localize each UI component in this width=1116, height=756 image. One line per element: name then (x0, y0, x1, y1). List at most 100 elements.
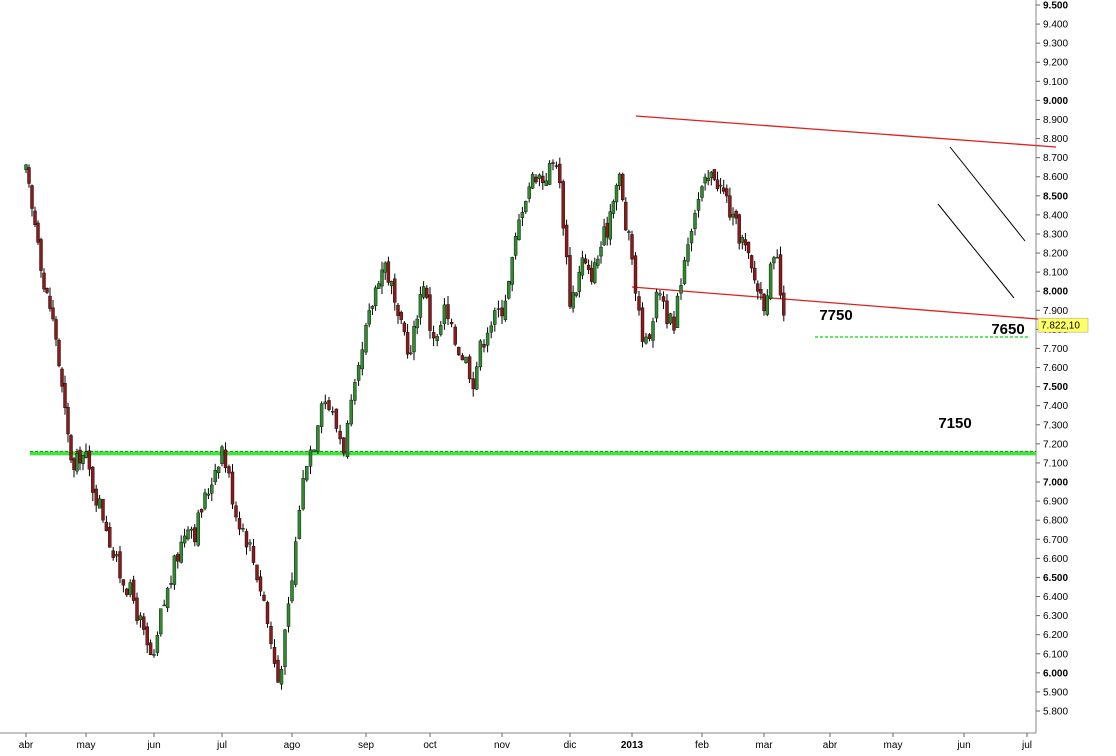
candle-body-down (121, 579, 126, 586)
candle-body-down (386, 261, 391, 283)
candle-body-down (251, 545, 256, 563)
candle-body-up (155, 635, 160, 653)
candle-body-up (169, 583, 173, 585)
candle (544, 172, 548, 187)
candle (131, 575, 136, 604)
candle-body-up (513, 235, 518, 256)
candle-body-down (91, 466, 95, 493)
candle (554, 161, 559, 169)
candle (409, 345, 413, 356)
candle (216, 466, 221, 479)
candle-body-up (213, 470, 217, 483)
candle-body-down (111, 550, 115, 558)
candle-body-up (331, 411, 335, 413)
candle-body-down (265, 602, 270, 624)
candle (78, 446, 82, 471)
candle-body-down (272, 647, 277, 664)
candle (142, 612, 146, 636)
candle (279, 665, 284, 690)
x-tick-label: mar (755, 740, 773, 751)
candle (602, 218, 606, 247)
candle (36, 220, 40, 245)
candle (725, 184, 729, 203)
candle-body-up (297, 509, 302, 539)
annotation-label-support-7750: 7750 (819, 307, 852, 324)
candle-body-down (176, 554, 180, 562)
candle-body-up (611, 201, 616, 214)
candle (435, 333, 439, 347)
candle-body-down (342, 437, 346, 454)
candle-body-down (541, 175, 545, 183)
candle (530, 172, 535, 190)
candle-body-down (87, 450, 92, 470)
candle (405, 323, 410, 359)
x-tick-label: sep (358, 740, 375, 751)
candle-body-up (308, 449, 313, 467)
candle-body-up (301, 478, 305, 510)
x-tick-label: feb (695, 740, 709, 751)
candle (356, 362, 361, 387)
candle (658, 290, 662, 301)
candle-body-down (621, 173, 625, 201)
candle-body-down (564, 224, 569, 258)
candle-body-down (647, 334, 652, 339)
candle (460, 352, 465, 361)
candle (237, 511, 242, 536)
candle (297, 505, 302, 540)
y-tick-label: 9.200 (1043, 58, 1068, 69)
candle (457, 346, 461, 356)
candle (534, 173, 538, 184)
candle-body-up (356, 365, 361, 381)
candle (367, 303, 371, 328)
annotations: 7150 7750 7650 (819, 307, 1024, 432)
y-tick-label: 6.000 (1043, 668, 1068, 679)
candle (148, 639, 153, 656)
candle (234, 501, 238, 522)
candle-body-up (679, 285, 683, 294)
candle-body-up (377, 283, 381, 289)
candle (672, 311, 676, 335)
candle (155, 631, 160, 657)
candle (558, 157, 562, 189)
candle-body-up (475, 366, 479, 390)
candle-body-down (63, 382, 67, 409)
candle (220, 444, 224, 467)
candle-body-down (54, 319, 58, 340)
candle (571, 285, 575, 313)
candle (33, 206, 37, 228)
candle (718, 177, 723, 194)
candle (186, 526, 190, 541)
candle-body-down (633, 255, 638, 294)
candle (312, 449, 316, 453)
candle (349, 394, 353, 427)
candle (500, 299, 504, 325)
candle (193, 524, 197, 547)
candle-body-down (405, 332, 410, 355)
candle (621, 172, 625, 202)
candle-body-up (530, 173, 535, 189)
candle-body-up (686, 244, 690, 262)
candle-body-down (223, 449, 228, 468)
y-tick-label: 8.700 (1043, 153, 1068, 164)
y-tick-label: 6.800 (1043, 516, 1068, 527)
candle (537, 173, 542, 187)
candle-body-down (399, 311, 403, 320)
candle-body-down (471, 378, 475, 390)
candle (51, 300, 55, 322)
candle-body-up (599, 246, 603, 257)
candle (30, 184, 34, 217)
candle-body-up (524, 200, 528, 212)
candle (72, 456, 76, 478)
candle-body-up (84, 451, 88, 458)
candle (415, 315, 419, 335)
candle (759, 281, 763, 300)
candle-body-up (319, 403, 324, 427)
candle (599, 241, 603, 264)
candle-body-up (248, 542, 252, 545)
candle (467, 354, 472, 383)
candle-body-up (210, 484, 214, 494)
candle (342, 437, 346, 457)
candle-body-up (203, 492, 207, 509)
candle-body-up (544, 180, 548, 186)
candle-body-down (393, 278, 397, 303)
